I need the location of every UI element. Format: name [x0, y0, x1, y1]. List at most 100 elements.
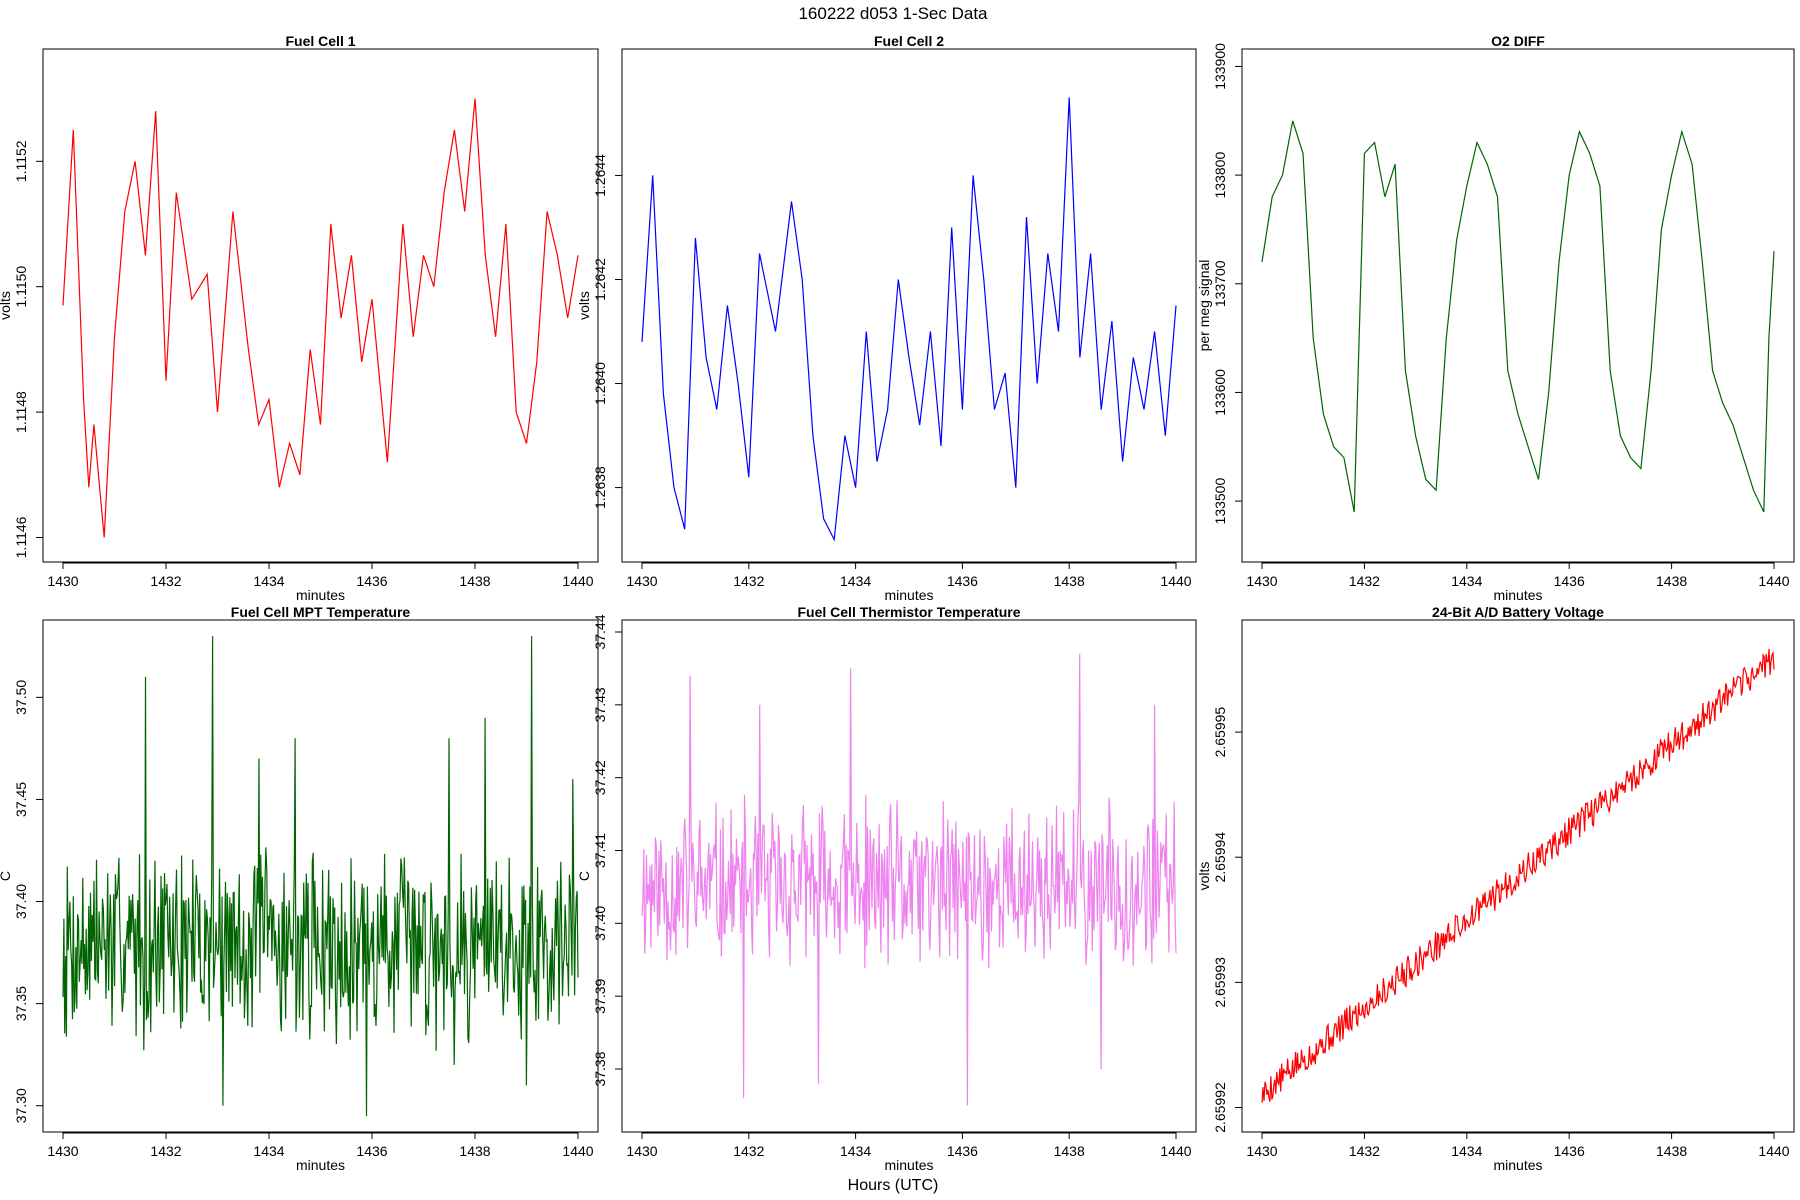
panel-title: O2 DIFF: [1491, 33, 1545, 49]
y-axis-label: volts: [0, 291, 13, 320]
plot-frame: [1241, 619, 1795, 1133]
x-axis-label: minutes: [296, 1157, 345, 1173]
chart-panel-1: Fuel Cell 1 1430 1432 1434 1436 1438 1440 minut…: [0, 33, 599, 603]
y-tick-label: 2.65995: [1212, 707, 1228, 758]
series-line: [641, 97, 1177, 542]
x-tick-label: 1432: [1349, 1143, 1380, 1159]
y-tick-label: 37.39: [592, 978, 608, 1013]
series-line: [62, 98, 579, 538]
series-line: [641, 653, 1177, 1106]
y-tick-label: 133700: [1212, 260, 1228, 307]
x-tick-label: 1438: [1054, 1143, 1085, 1159]
series-line: [62, 636, 579, 1116]
series-line: [1261, 120, 1775, 513]
x-tick-label: 1434: [253, 573, 284, 589]
y-tick-label: 2.65992: [1212, 1082, 1228, 1133]
y-tick-label: 1.2638: [592, 466, 608, 509]
y-axis-label: per meg signal: [1196, 260, 1212, 352]
plot-frame: [42, 619, 599, 1133]
x-tick-label: 1440: [1160, 573, 1191, 589]
x-tick-label: 1432: [1349, 573, 1380, 589]
y-tick-label: 37.30: [13, 1088, 29, 1123]
y-axis-label: volts: [576, 291, 592, 320]
y-tick-label: 2.65993: [1212, 957, 1228, 1008]
y-tick-label: 37.45: [13, 782, 29, 817]
figure-title: 160222 d053 1-Sec Data: [798, 4, 988, 23]
y-axis-label: C: [576, 871, 592, 881]
series-line: [1261, 648, 1775, 1103]
x-tick-label: 1430: [1246, 1143, 1277, 1159]
y-tick-label: 1.1152: [13, 140, 29, 182]
x-tick-label: 1438: [1054, 573, 1085, 589]
x-axis-label: minutes: [884, 1157, 933, 1173]
x-tick-label: 1430: [626, 1143, 657, 1159]
y-tick-label: 2.65994: [1212, 832, 1228, 883]
chart-panel-4: Fuel Cell MPT Temperature 1430 1432 1434 143…: [0, 604, 599, 1173]
y-tick-label: 37.41: [592, 833, 608, 868]
x-tick-label: 1438: [1656, 573, 1687, 589]
plot-frame: [1241, 48, 1795, 563]
x-axis-label: minutes: [884, 587, 933, 603]
y-tick-label: 37.35: [13, 986, 29, 1021]
x-tick-label: 1430: [626, 573, 657, 589]
x-tick-label: 1440: [1160, 1143, 1191, 1159]
x-tick-label: 1436: [947, 1143, 978, 1159]
x-tick-label: 1436: [356, 1143, 387, 1159]
y-tick-label: 37.44: [592, 614, 608, 649]
x-tick-label: 1430: [1246, 573, 1277, 589]
y-tick-label: 1.1146: [13, 516, 29, 558]
x-tick-label: 1440: [1758, 1143, 1789, 1159]
y-tick-label: 37.40: [592, 906, 608, 941]
panel-title: 24-Bit A/D Battery Voltage: [1432, 604, 1604, 620]
x-tick-label: 1432: [733, 1143, 764, 1159]
chart-panels: Fuel Cell 1 1430 1432 1434 1436 1438 1440 minut…: [0, 33, 1795, 1173]
y-tick-label: 133500: [1212, 478, 1228, 525]
x-tick-label: 1432: [733, 573, 764, 589]
x-axis-label: minutes: [1493, 587, 1542, 603]
x-tick-label: 1432: [150, 573, 181, 589]
y-tick-label: 133800: [1212, 152, 1228, 199]
chart-panel-2: Fuel Cell 2 1430 1432 1434 1436 1438 1440 minut…: [576, 33, 1197, 603]
x-tick-label: 1434: [253, 1143, 284, 1159]
x-tick-label: 1434: [1451, 1143, 1482, 1159]
x-tick-label: 1438: [459, 1143, 490, 1159]
y-tick-label: 1.2640: [592, 362, 608, 405]
x-tick-label: 1436: [1554, 1143, 1585, 1159]
panel-title: Fuel Cell MPT Temperature: [231, 604, 411, 620]
y-tick-label: 37.43: [592, 687, 608, 722]
x-tick-label: 1430: [47, 1143, 78, 1159]
x-tick-label: 1434: [1451, 573, 1482, 589]
y-tick-label: 37.40: [13, 884, 29, 919]
y-tick-label: 133600: [1212, 369, 1228, 416]
y-tick-label: 1.2642: [592, 258, 608, 301]
x-tick-label: 1430: [47, 573, 78, 589]
y-tick-label: 133900: [1212, 43, 1228, 90]
x-tick-label: 1438: [1656, 1143, 1687, 1159]
x-tick-label: 1440: [562, 1143, 593, 1159]
y-tick-label: 37.50: [13, 680, 29, 715]
y-axis-label: volts: [1196, 862, 1212, 891]
x-axis-label: minutes: [1493, 1157, 1542, 1173]
x-tick-label: 1432: [150, 1143, 181, 1159]
plot-frame: [621, 619, 1197, 1133]
y-tick-label: 37.38: [592, 1051, 608, 1086]
y-tick-label: 1.2644: [592, 154, 608, 197]
chart-panel-3: O2 DIFF 1430 1432 1434 1436 1438 1440 minutes 13…: [1196, 33, 1795, 603]
panel-title: Fuel Cell 1: [285, 33, 355, 49]
x-tick-label: 1434: [840, 1143, 871, 1159]
figure-xlabel: Hours (UTC): [848, 1177, 939, 1194]
y-tick-label: 1.1148: [13, 391, 29, 433]
plot-frame: [42, 48, 599, 563]
x-tick-label: 1440: [562, 573, 593, 589]
panel-title: Fuel Cell 2: [874, 33, 944, 49]
chart-panel-5: Fuel Cell Thermistor Temperature 1430 1432…: [576, 604, 1197, 1173]
x-tick-label: 1436: [356, 573, 387, 589]
y-tick-label: 1.1150: [13, 266, 29, 308]
chart-panel-6: 24-Bit A/D Battery Voltage 1430 1432 1434 14…: [1196, 604, 1795, 1173]
y-tick-label: 37.42: [592, 760, 608, 795]
x-tick-label: 1434: [840, 573, 871, 589]
x-tick-label: 1436: [947, 573, 978, 589]
y-axis-label: C: [0, 871, 13, 881]
panel-title: Fuel Cell Thermistor Temperature: [797, 604, 1020, 620]
